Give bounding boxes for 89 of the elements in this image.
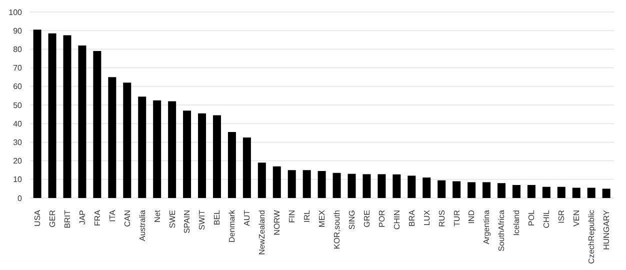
- x-tick-label: ISR: [557, 210, 566, 224]
- bar: [63, 35, 72, 198]
- bar: [183, 110, 192, 198]
- bar: [378, 174, 386, 198]
- x-tick-label: USA: [32, 209, 42, 226]
- bar: [272, 166, 281, 198]
- x-tick-label: SPAIN: [182, 210, 192, 234]
- x-tick-label: FIN: [288, 210, 297, 223]
- x-tick-label: SWIT: [198, 210, 207, 230]
- x-tick-label: NORW: [272, 210, 282, 236]
- x-tick-label: CHIL: [542, 209, 552, 228]
- bar: [527, 184, 536, 198]
- x-tick-label: KOR,south: [332, 210, 342, 250]
- bar: [198, 113, 206, 198]
- x-tick-label: HUNGARY: [602, 209, 612, 250]
- bar: [153, 100, 162, 198]
- bar: [212, 115, 221, 198]
- x-tick-label: Argentina: [482, 209, 492, 244]
- y-tick-label: 30: [13, 138, 23, 148]
- bar: [33, 30, 42, 198]
- x-tick-label: IRL: [302, 209, 312, 222]
- x-tick-label: Australia: [138, 209, 147, 242]
- x-tick-label: BRA: [407, 209, 416, 226]
- bar: [362, 174, 371, 198]
- bar: [138, 96, 146, 198]
- bar: [408, 176, 416, 198]
- y-tick-label: 60: [13, 82, 23, 92]
- x-tick-label: POR: [377, 210, 386, 228]
- bar: [468, 182, 476, 198]
- bar: [452, 181, 461, 198]
- bar: [108, 77, 116, 198]
- bar: [542, 186, 550, 198]
- x-tick-label: CAN: [122, 210, 132, 227]
- x-tick-label: GER: [48, 210, 57, 228]
- bar: [422, 178, 431, 198]
- bar: [392, 174, 401, 198]
- x-tick-label: SING: [347, 210, 356, 230]
- y-tick-label: 10: [13, 175, 23, 184]
- x-tick-label: Denmark: [228, 209, 237, 242]
- bar: [512, 184, 520, 198]
- x-tick-label: SWE: [168, 210, 177, 228]
- x-tick-label: AUT: [242, 210, 252, 226]
- x-tick-label: RUS: [437, 210, 446, 227]
- x-tick-label: NewZealand: [258, 210, 267, 255]
- bar: [482, 182, 491, 198]
- x-tick-label: IND: [467, 210, 476, 224]
- bar: [557, 186, 566, 198]
- x-tick-label: BRIT: [62, 210, 72, 228]
- bar: [438, 180, 446, 198]
- bar: [318, 171, 326, 198]
- bar: [302, 170, 311, 198]
- bar: [48, 33, 56, 198]
- bar: [258, 162, 266, 198]
- x-tick-label: BEL: [212, 209, 222, 226]
- bar: [228, 132, 236, 198]
- x-tick-label: CHIN: [392, 210, 402, 230]
- x-tick-label: LUX: [422, 209, 432, 226]
- bar: [602, 188, 610, 198]
- x-tick-label: MEX: [318, 209, 326, 228]
- bar: [93, 51, 102, 198]
- bar: [498, 183, 506, 198]
- bar: [587, 188, 596, 198]
- bar: [348, 174, 356, 198]
- bar: [572, 188, 580, 198]
- x-tick-label: Net: [152, 209, 162, 222]
- x-tick-label: CzechRepublic: [587, 210, 596, 264]
- x-tick-label: SouthAfrica: [497, 209, 506, 252]
- y-tick-label: 70: [13, 64, 23, 73]
- y-tick-label: 40: [13, 119, 23, 128]
- y-tick-label: 20: [13, 156, 23, 166]
- bar: [332, 172, 341, 198]
- bar: [168, 101, 176, 198]
- bar: [123, 82, 132, 198]
- x-tick-label: POL: [527, 209, 536, 226]
- y-tick-label: 90: [13, 26, 23, 36]
- x-tick-label: FRA: [92, 209, 102, 226]
- y-tick-label: 50: [13, 100, 23, 110]
- bar: [78, 45, 86, 198]
- x-tick-label: ITA: [108, 209, 117, 222]
- x-tick-label: JAP: [78, 210, 87, 225]
- x-tick-label: VEN: [572, 210, 582, 226]
- y-tick-label: 0: [18, 194, 23, 203]
- x-tick-label: Iceland: [512, 210, 522, 236]
- x-tick-label: TUR: [452, 210, 462, 226]
- bar: [242, 138, 251, 198]
- bar: [288, 170, 296, 198]
- y-tick-label: 100: [8, 8, 23, 17]
- y-tick-label: 80: [13, 45, 23, 54]
- x-tick-label: GRE: [362, 210, 372, 228]
